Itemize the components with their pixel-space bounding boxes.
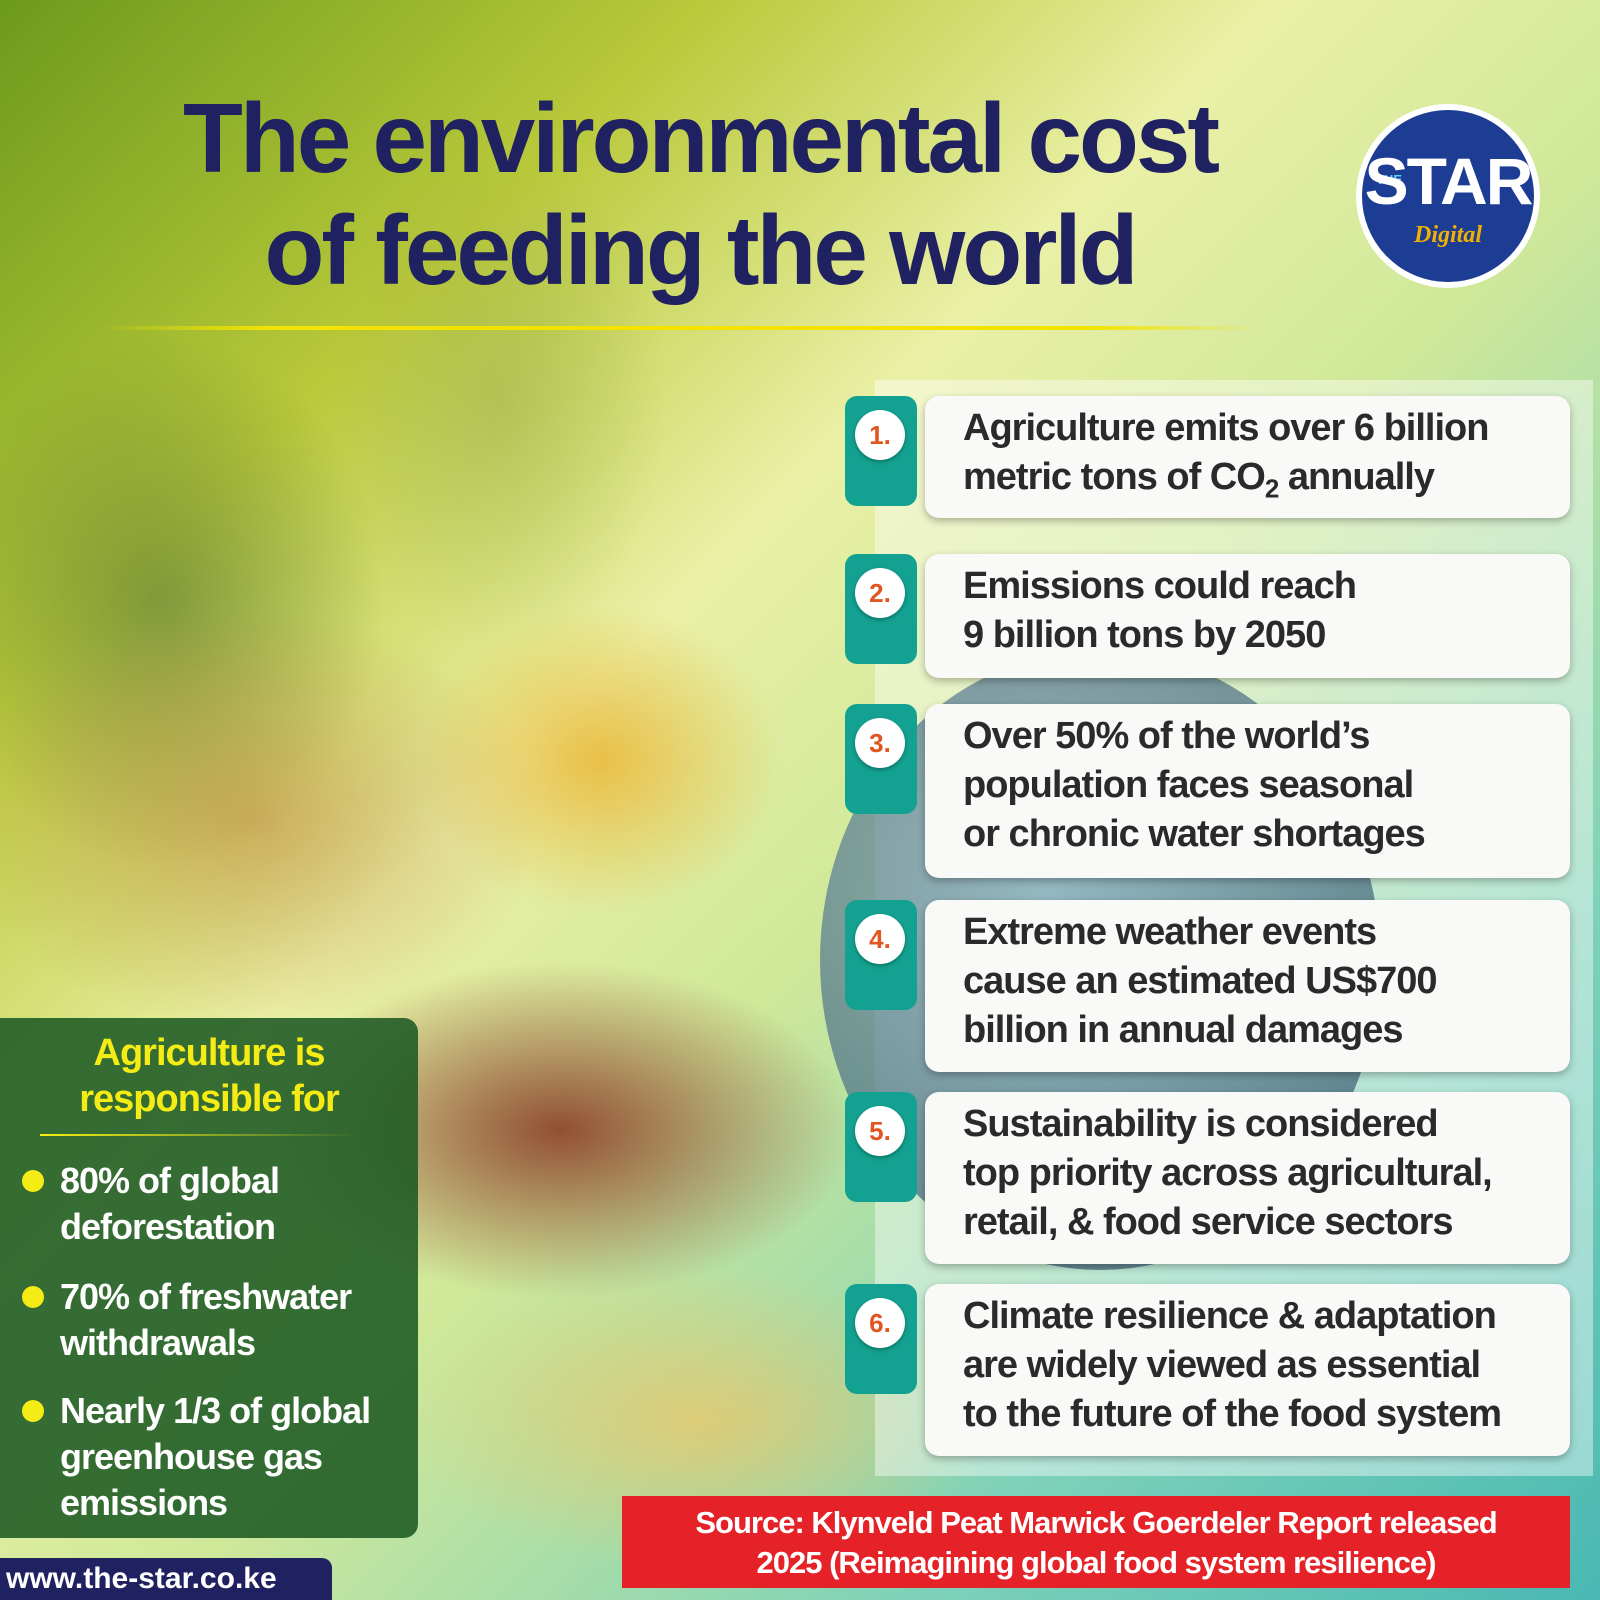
fact-line: cause an estimated US$700 [963,960,1438,1002]
bullet-dot-icon [22,1170,44,1192]
logo-star-text: STAR [1364,144,1534,218]
fact-line-co2: metric tons of CO2 annually [963,453,1550,502]
co2-subscript: 2 [1264,473,1280,504]
fact-line: billion in annual damages [963,1009,1404,1051]
fact-card: Climate resilience & adaptation are wide… [925,1284,1570,1456]
source-banner: Source: Klynveld Peat Marwick Goerdeler … [622,1496,1570,1588]
responsible-item-line: emissions [60,1482,228,1523]
fact-number: 1. [855,410,905,460]
source-line-2: 2025 (Reimagining global food system res… [756,1545,1437,1580]
fact-line: Over 50% of the world’s [963,715,1370,757]
fact-card: Emissions could reach 9 billion tons by … [925,554,1570,678]
responsible-for-box: Agriculture is responsible for 80% of gl… [0,1018,418,1538]
fact-line: or chronic water shortages [963,813,1426,855]
fact-line: Climate resilience & adaptation [963,1295,1497,1337]
logo-the-text: THE [1376,172,1402,187]
responsible-divider [40,1134,360,1136]
responsible-title: Agriculture is responsible for [0,1030,418,1122]
fact-line: 9 billion tons by 2050 [963,614,1326,656]
responsible-item-line: greenhouse gas [60,1436,323,1477]
responsible-item-text: Nearly 1/3 of global greenhouse gas emis… [60,1388,371,1526]
responsible-item-text: 80% of global deforestation [60,1158,280,1250]
responsible-title-line-2: responsible for [79,1078,340,1120]
fact-line-tail: annually [1278,456,1435,498]
fact-number: 4. [855,914,905,964]
fact-card: Agriculture emits over 6 billion metric … [925,396,1570,518]
fact-line: to the future of the food system [963,1393,1502,1435]
fact-line: Agriculture emits over 6 billion [963,407,1489,449]
fact-line: Emissions could reach [963,565,1357,607]
responsible-item-line: 80% of global [60,1160,280,1201]
fact-number: 5. [855,1106,905,1156]
fact-number: 2. [855,568,905,618]
responsible-item-line: deforestation [60,1206,276,1247]
fact-line: Sustainability is considered [963,1103,1439,1145]
fact-line: are widely viewed as essential [963,1344,1481,1386]
responsible-title-line-1: Agriculture is [93,1032,326,1074]
bullet-dot-icon [22,1400,44,1422]
fact-line: metric tons of CO [963,456,1266,498]
fact-number: 6. [855,1298,905,1348]
title-line-1: The environmental cost [182,83,1220,193]
fact-card: Extreme weather events cause an estimate… [925,900,1570,1072]
title-underline [100,326,1260,330]
page-title: The environmental cost of feeding the wo… [90,82,1310,306]
responsible-item-line: withdrawals [60,1322,256,1363]
responsible-item-text: 70% of freshwater withdrawals [60,1274,352,1366]
fact-card: Over 50% of the world’s population faces… [925,704,1570,878]
fact-number: 3. [855,718,905,768]
fact-card: Sustainability is considered top priorit… [925,1092,1570,1264]
website-url[interactable]: www.the-star.co.ke [0,1558,332,1600]
fact-line: Extreme weather events [963,911,1377,953]
bullet-dot-icon [22,1286,44,1308]
star-digital-logo: THE STAR Digital [1356,104,1540,288]
fact-line: retail, & food service sectors [963,1201,1454,1243]
responsible-item-line: Nearly 1/3 of global [60,1390,371,1431]
title-line-2: of feeding the world [264,195,1139,305]
logo-digital-text: Digital [1413,222,1482,248]
fact-line: population faces seasonal [963,764,1414,806]
fact-line: top priority across agricultural, [963,1152,1493,1194]
responsible-item-line: 70% of freshwater [60,1276,352,1317]
source-line-1: Source: Klynveld Peat Marwick Goerdeler … [695,1505,1497,1540]
